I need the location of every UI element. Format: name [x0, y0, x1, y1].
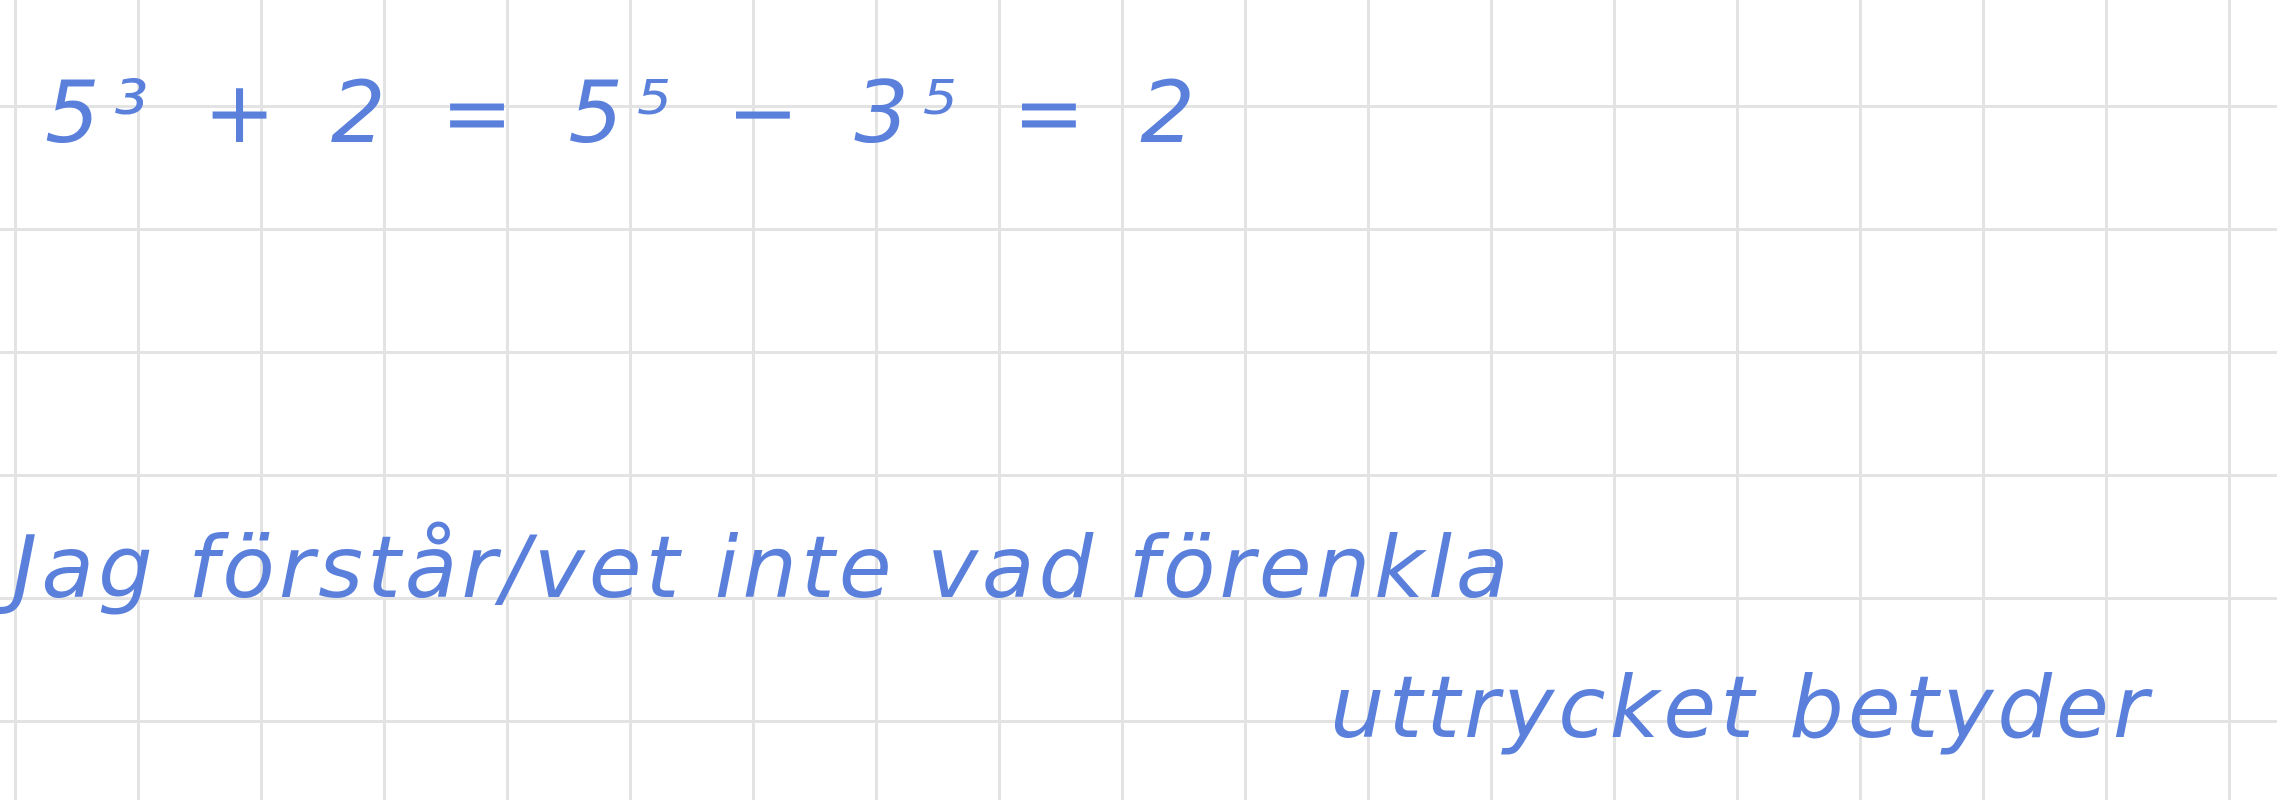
handwritten-text: Jag förstår/vet inte vad förenkla — [12, 518, 1513, 618]
handwritten-equation: 5³ + 2 = 5⁵ − 3⁵ = 2 — [45, 63, 1209, 163]
handwritten-text: uttrycket betyder — [1330, 658, 2153, 758]
